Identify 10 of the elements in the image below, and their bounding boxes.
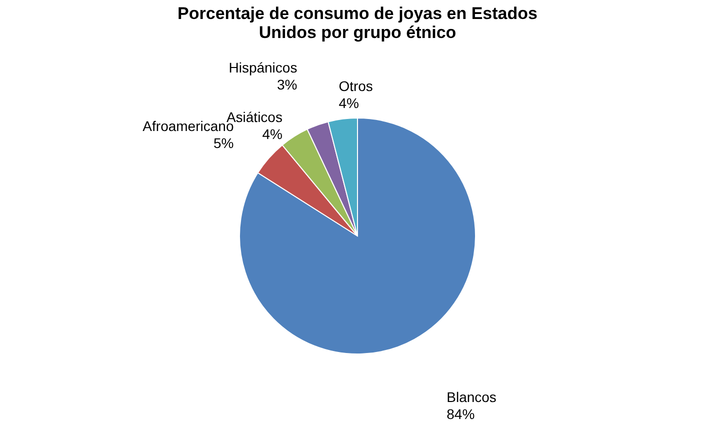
text: Porcentaje de consumo de joyas en Estados: [178, 4, 538, 23]
data-label: 4%: [338, 95, 359, 112]
slice-label: Hispánicos: [228, 60, 298, 76]
slice-label: Otros: [338, 78, 373, 94]
text: Unidos por grupo étnico: [258, 23, 456, 42]
slice-label: Blancos: [446, 389, 496, 406]
data-label: 84%: [446, 406, 475, 422]
data-label: 5%: [213, 134, 234, 151]
data-label: 4%: [262, 126, 282, 142]
data-label: 3%: [276, 76, 298, 93]
